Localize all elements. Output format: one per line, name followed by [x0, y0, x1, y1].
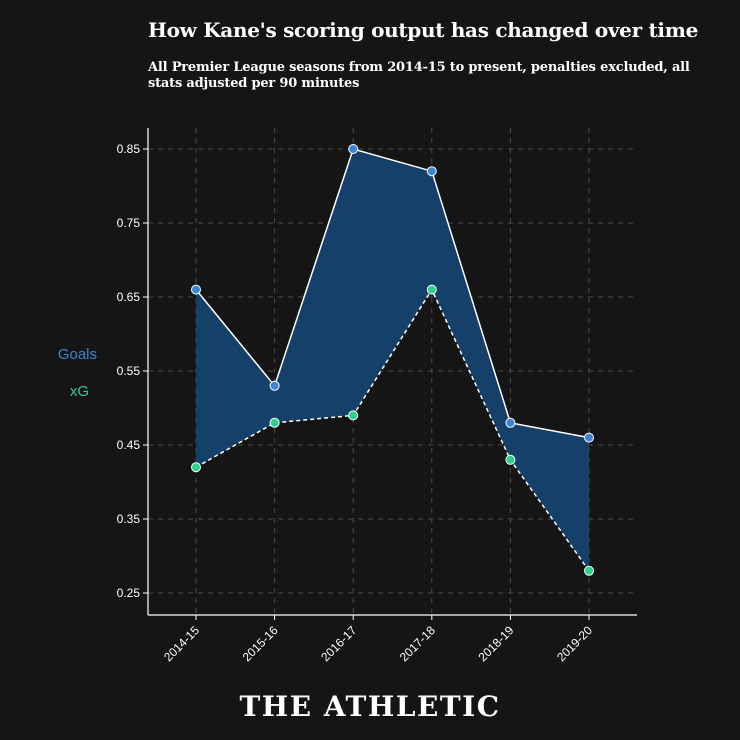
xg-point: [191, 462, 201, 473]
y-tick-label: 0.45: [117, 438, 141, 452]
goals-line: [195, 148, 590, 439]
xg-point: [348, 410, 359, 421]
y-tick-label: 0.55: [117, 364, 141, 378]
brand-logo: THE ATHLETIC: [239, 690, 501, 723]
goals-point: [505, 417, 516, 428]
xg-point: [269, 417, 280, 428]
chart-title: How Kane's scoring output has changed ov…: [148, 18, 699, 42]
x-tick-label: 2018-19: [475, 623, 516, 664]
x-tick-label: 2015-16: [240, 623, 281, 664]
x-tick-label: 2017-18: [397, 623, 438, 664]
x-tick-label: 2019-20: [554, 623, 595, 664]
legend-xg: xG: [69, 383, 89, 400]
xg-point: [426, 284, 437, 295]
goals-point: [191, 284, 201, 295]
y-tick-label: 0.75: [117, 216, 141, 230]
x-tick-label: 2016-17: [318, 623, 359, 664]
xg-line: [195, 288, 590, 572]
xg-point: [584, 565, 594, 576]
goals-point: [426, 166, 437, 177]
y-tick-label: 0.65: [117, 290, 141, 304]
goals-point: [348, 144, 359, 154]
legend-goals: Goals: [57, 346, 97, 363]
xg-point: [505, 454, 516, 465]
goals-point: [584, 432, 594, 443]
y-tick-label: 0.25: [117, 586, 141, 600]
y-tick-label: 0.35: [117, 512, 141, 526]
area-between-goals-xg: [196, 149, 589, 571]
x-tick-label: 2014-15: [161, 623, 202, 664]
goals-point: [269, 380, 280, 391]
y-tick-label: 0.85: [117, 142, 141, 156]
chart-subtitle: All Premier League seasons from 2014-15 …: [148, 60, 690, 91]
